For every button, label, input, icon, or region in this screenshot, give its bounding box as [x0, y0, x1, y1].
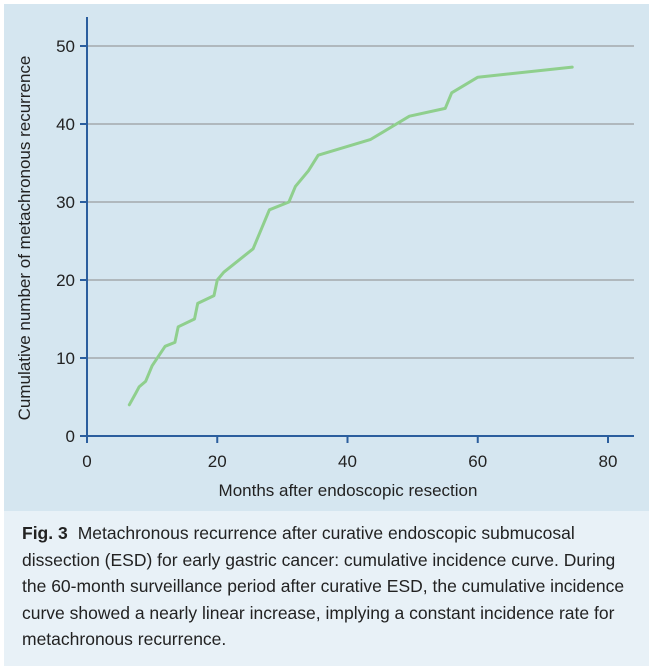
x-tick-label-0: 0: [82, 452, 91, 471]
y-tick-label-4: 40: [56, 115, 75, 134]
figure-label: Fig. 3: [22, 523, 68, 543]
x-tick-label-4: 80: [599, 452, 618, 471]
series-layer: [127, 65, 574, 407]
y-tick-label-3: 30: [56, 193, 75, 212]
x-axis-label: Months after endoscopic resection: [219, 481, 478, 500]
y-tick-label-5: 50: [56, 37, 75, 56]
y-tick-label-2: 20: [56, 271, 75, 290]
series-line-0: [127, 65, 574, 407]
y-axis-label: Cumulative number of metachronous recurr…: [15, 56, 34, 421]
y-tick-label-0: 0: [66, 427, 75, 446]
caption-text: Metachronous recurrence after curative e…: [22, 523, 625, 649]
figure-panel: [4, 4, 649, 511]
axes-layer: 0 10 20 30 40 50 0 20 40 60 80: [56, 17, 634, 471]
x-tick-label-2: 40: [338, 452, 357, 471]
caption-panel: [4, 511, 649, 666]
grid-layer: [87, 45, 634, 359]
y-tick-label-1: 10: [56, 349, 75, 368]
cumulative-incidence-chart: 0 10 20 30 40 50 0 20 40 60 80 Months after endosc…: [15, 17, 634, 500]
x-tick-label-1: 20: [208, 452, 227, 471]
x-tick-label-3: 60: [468, 452, 487, 471]
figure-caption: Fig. 3 Metachronous recurrence after cura…: [22, 520, 632, 653]
